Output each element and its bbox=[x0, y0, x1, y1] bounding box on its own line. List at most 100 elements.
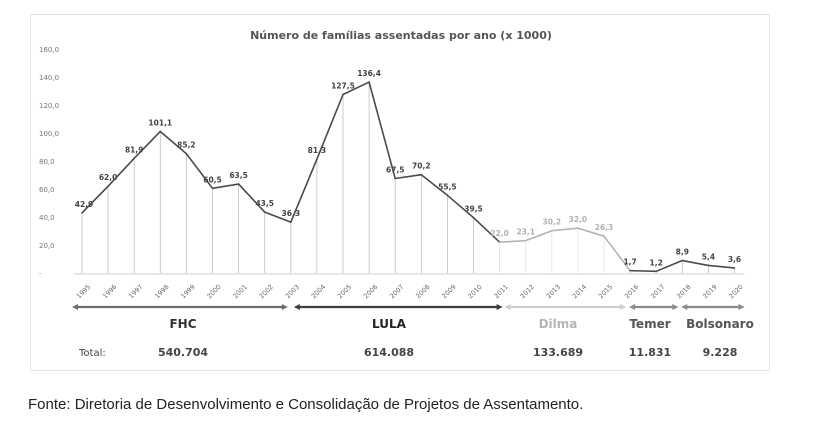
x-tick-label: 2004 bbox=[310, 283, 327, 300]
x-tick-label: 2019 bbox=[701, 283, 718, 300]
y-tick-label: - bbox=[39, 270, 42, 278]
x-tick-label: 2011 bbox=[493, 283, 510, 300]
y-tick-label: 140,0 bbox=[39, 74, 59, 82]
period-arrow-head-right bbox=[281, 304, 288, 310]
x-tick-label: 2006 bbox=[362, 283, 379, 300]
data-label: 32,0 bbox=[569, 215, 588, 224]
series-line-segment bbox=[550, 227, 579, 232]
x-tick-label: 1998 bbox=[153, 283, 170, 300]
x-tick-label: 2007 bbox=[388, 283, 405, 300]
data-label: 26,3 bbox=[595, 223, 614, 232]
series-line-segment bbox=[237, 183, 266, 213]
period-name: Dilma bbox=[539, 317, 578, 331]
period-total: 11.831 bbox=[629, 346, 671, 359]
x-tick-label: 2002 bbox=[258, 283, 275, 300]
y-tick-label: 60,0 bbox=[39, 186, 55, 194]
y-tick-label: 40,0 bbox=[39, 214, 55, 222]
data-label: 63,5 bbox=[229, 171, 248, 180]
period-arrow-head-left bbox=[72, 304, 78, 310]
series-line-segment bbox=[107, 157, 135, 187]
x-tick-label: 1997 bbox=[127, 283, 144, 300]
x-tick-label: 2000 bbox=[205, 283, 222, 300]
data-label: 136,4 bbox=[357, 69, 381, 78]
period-arrow-head-left bbox=[681, 304, 688, 310]
series-line-segment bbox=[316, 93, 344, 160]
x-tick-label: 2020 bbox=[727, 283, 744, 300]
source-caption: Fonte: Diretoria de Desenvolvimento e Co… bbox=[28, 396, 584, 413]
x-tick-label: 2001 bbox=[232, 283, 249, 300]
data-label: 127,5 bbox=[331, 82, 355, 91]
data-label: 1,2 bbox=[650, 258, 663, 267]
data-label: 8,9 bbox=[676, 248, 689, 257]
x-tick-label: 2017 bbox=[649, 283, 666, 300]
period-arrow-head-left bbox=[629, 304, 636, 310]
period-name: Temer bbox=[629, 317, 670, 331]
x-tick-label: 2005 bbox=[336, 283, 353, 300]
line-chart: Número de famílias assentadas por ano (x… bbox=[39, 29, 754, 359]
period-arrow-head-right bbox=[738, 304, 745, 310]
x-tick-label: 1995 bbox=[75, 283, 92, 300]
series-line-segment bbox=[524, 229, 553, 242]
y-tick-label: 160,0 bbox=[39, 46, 59, 54]
x-tick-label: 2003 bbox=[284, 283, 301, 300]
period-total: 614.088 bbox=[364, 346, 414, 359]
series-line-segment bbox=[81, 185, 109, 214]
series-line-segment bbox=[446, 194, 475, 219]
data-label: 60,5 bbox=[203, 175, 222, 184]
series-line-segment bbox=[159, 130, 188, 155]
x-tick-label: 1996 bbox=[101, 283, 118, 300]
y-tick-label: 100,0 bbox=[39, 130, 59, 138]
series-line-segment bbox=[681, 259, 710, 267]
period-total: 133.689 bbox=[533, 346, 583, 359]
data-label: 22,0 bbox=[490, 229, 509, 238]
data-label: 39,5 bbox=[464, 205, 483, 214]
series-line-segment bbox=[211, 183, 240, 190]
x-tick-label: 1999 bbox=[179, 283, 196, 300]
series-line-segment bbox=[185, 152, 214, 190]
data-label: 5,4 bbox=[702, 252, 715, 261]
series-line-segment bbox=[368, 81, 397, 180]
x-tick-label: 2015 bbox=[597, 283, 614, 300]
series-line-segment bbox=[629, 269, 658, 273]
series-line-segment bbox=[707, 264, 736, 269]
data-label: 30,2 bbox=[543, 218, 562, 227]
data-label: 101,1 bbox=[148, 118, 172, 127]
x-tick-label: 2014 bbox=[571, 283, 588, 300]
series-line-segment bbox=[133, 130, 162, 160]
data-label: 67,5 bbox=[386, 166, 405, 175]
data-label: 36,3 bbox=[282, 209, 301, 218]
period-total: 540.704 bbox=[158, 346, 208, 359]
y-tick-label: 80,0 bbox=[39, 158, 55, 166]
data-label: 70,2 bbox=[412, 162, 431, 171]
series-line-segment bbox=[655, 259, 684, 273]
series-line-segment bbox=[472, 216, 501, 243]
total-label: Total: bbox=[78, 348, 106, 359]
data-label: 43,5 bbox=[255, 199, 274, 208]
data-label: 85,2 bbox=[177, 141, 196, 150]
period-name: LULA bbox=[372, 317, 407, 331]
period-name: FHC bbox=[169, 317, 196, 331]
y-tick-label: 120,0 bbox=[39, 102, 59, 110]
x-tick-label: 2012 bbox=[519, 283, 536, 300]
x-tick-label: 2008 bbox=[414, 283, 431, 300]
data-label: 3,6 bbox=[728, 255, 741, 264]
series-line-segment bbox=[289, 158, 318, 223]
x-tick-label: 2013 bbox=[545, 283, 562, 300]
data-label: 42,9 bbox=[75, 200, 94, 209]
data-label: 81,3 bbox=[308, 146, 327, 155]
period-total: 9.228 bbox=[703, 346, 738, 359]
data-label: 1,7 bbox=[623, 258, 636, 267]
series-line-segment bbox=[263, 211, 292, 223]
data-label: 81,9 bbox=[125, 145, 144, 154]
chart-title: Número de famílias assentadas por ano (x… bbox=[250, 29, 552, 42]
series-line-segment bbox=[603, 235, 631, 272]
data-label: 62,0 bbox=[99, 173, 118, 182]
x-tick-label: 2010 bbox=[466, 283, 483, 300]
data-label: 23,1 bbox=[516, 228, 535, 237]
period-arrow-head-left bbox=[504, 304, 511, 310]
period-arrow-head-right bbox=[496, 304, 503, 310]
series-line-segment bbox=[577, 227, 605, 237]
data-label: 55,5 bbox=[438, 182, 457, 191]
series-line-segment bbox=[394, 173, 423, 180]
x-tick-label: 2018 bbox=[675, 283, 692, 300]
